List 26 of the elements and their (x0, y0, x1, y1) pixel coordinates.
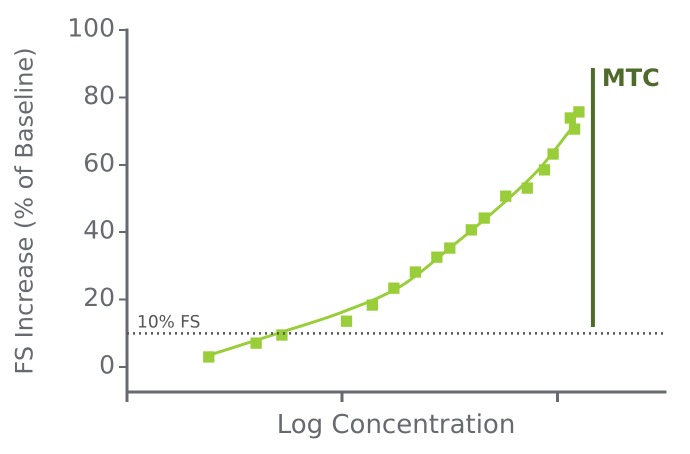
point (366, 299, 378, 311)
point (522, 182, 533, 194)
x-axis-title: Log Concentration (276, 410, 516, 440)
point (340, 316, 352, 327)
y-tick-label: 80 (83, 80, 115, 110)
point (203, 351, 214, 363)
y-tick-label: 20 (83, 283, 115, 312)
point (388, 282, 400, 294)
y-tick-label: 100 (67, 14, 115, 42)
point (444, 242, 456, 254)
point (250, 337, 262, 349)
text: MTC (602, 64, 660, 92)
point (573, 106, 585, 118)
point (431, 252, 443, 263)
y-tick-label: 60 (83, 148, 115, 178)
y-axis-title: FS Increase (% of Baseline) (10, 47, 39, 375)
y-tick-label: 40 (83, 216, 115, 245)
ref-line-label: 10% FS (137, 312, 200, 332)
point (547, 148, 559, 160)
y-tick-label: 0 (99, 350, 115, 380)
point (478, 212, 490, 224)
point (500, 190, 512, 202)
point (466, 224, 477, 236)
point (410, 266, 422, 278)
point (538, 164, 550, 176)
point (568, 123, 580, 135)
